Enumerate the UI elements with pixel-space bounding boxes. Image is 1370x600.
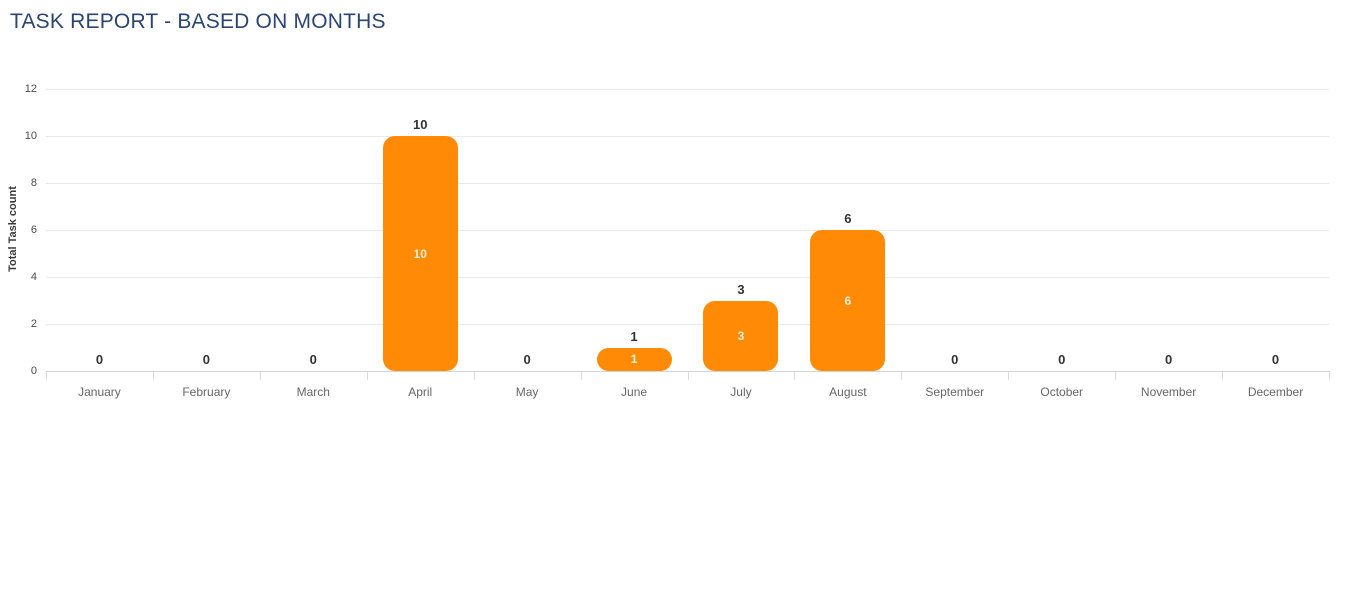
x-axis-tick [366,372,368,380]
x-axis-label-june: June [621,385,648,399]
bar-value-label-november: 0 [1164,352,1173,367]
bar-july[interactable] [703,300,779,371]
bar-value-label-june: 1 [630,328,638,344]
x-axis-label-august: August [829,385,867,399]
y-gridline [46,136,1329,137]
bar-august[interactable] [810,230,886,371]
x-axis-tick [1008,372,1010,380]
x-axis-label-february: February [182,385,231,399]
x-axis-tick [1329,372,1330,380]
x-axis-label-september: September [925,385,985,399]
bar-value-label-march: 0 [309,352,317,367]
y-tick-label: 0 [30,365,37,377]
y-tick-label: 6 [30,224,37,236]
x-axis-label-december: December [1247,385,1304,399]
x-axis-tick [46,372,47,380]
bar-inner-label-june: 1 [630,352,638,367]
bar-inner-label-july: 3 [737,328,745,343]
x-axis-tick [794,372,796,380]
x-axis-tick [259,372,261,380]
bar-value-label-october: 0 [1058,352,1066,367]
bar-value-label-august: 6 [844,211,852,226]
bar-inner-label-august: 6 [844,293,852,308]
x-axis-label-april: April [408,385,433,399]
x-axis-tick [901,372,903,380]
y-tick-label: 12 [24,83,37,95]
x-axis-line [46,371,1330,372]
x-axis-label-march: March [296,385,330,399]
y-tick-label: 8 [30,177,37,189]
y-tick-label: 10 [24,130,37,142]
x-axis-tick [152,372,154,380]
bar-value-label-may: 0 [523,352,531,367]
bar-value-label-january: 0 [95,352,104,367]
bar-inner-label-april: 10 [413,246,427,261]
y-gridline [46,89,1329,90]
y-gridline [46,230,1329,231]
y-gridline [46,324,1329,325]
bar-chart: Total Task count 0 2 4 6 8 10 12 0 January 0 Febru… [7,83,1330,399]
bar-value-label-september: 0 [951,352,959,367]
page-title: TASK REPORT - BASED ON MONTHS [10,10,386,33]
bar-value-label-december: 0 [1271,352,1280,367]
y-tick-label: 4 [30,271,37,283]
y-gridline [46,183,1329,184]
x-axis-tick [687,372,689,380]
bar-april[interactable] [382,136,458,371]
bar-value-label-july: 3 [737,281,745,297]
x-axis-label-july: July [730,385,752,399]
x-axis-label-may: May [515,385,539,399]
x-axis-label-january: January [78,385,121,399]
x-axis-tick [1115,372,1117,380]
x-axis-tick [580,372,582,380]
x-axis-tick [473,372,475,380]
y-gridline [46,277,1329,278]
y-tick-label: 2 [30,318,37,330]
bar-value-label-april: 10 [412,117,428,132]
x-axis-label-november: November [1140,385,1197,399]
x-axis-tick [1222,372,1224,380]
x-axis-label-october: October [1040,385,1084,399]
bar-value-label-february: 0 [202,352,210,367]
bar-june[interactable] [596,347,672,371]
